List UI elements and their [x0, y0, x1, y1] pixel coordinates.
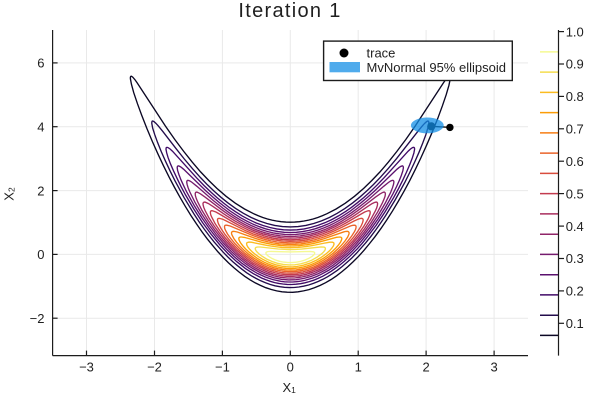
svg-text:trace: trace — [367, 45, 396, 60]
svg-text:MvNormal 95% ellipsoid: MvNormal 95% ellipsoid — [367, 60, 506, 75]
svg-text:−3: −3 — [79, 359, 94, 374]
svg-text:−2: −2 — [147, 359, 162, 374]
svg-text:−1: −1 — [215, 359, 230, 374]
svg-text:0.6: 0.6 — [566, 154, 584, 169]
svg-text:0: 0 — [37, 247, 44, 262]
svg-text:0.8: 0.8 — [566, 89, 584, 104]
svg-text:0.3: 0.3 — [566, 251, 584, 266]
svg-text:1: 1 — [355, 359, 362, 374]
svg-text:2: 2 — [37, 183, 44, 198]
svg-text:0.9: 0.9 — [566, 57, 584, 72]
svg-text:0: 0 — [287, 359, 294, 374]
svg-text:0.5: 0.5 — [566, 186, 584, 201]
svg-text:0.1: 0.1 — [566, 316, 584, 331]
svg-text:6: 6 — [37, 56, 44, 71]
svg-text:0.4: 0.4 — [566, 219, 584, 234]
svg-text:0.2: 0.2 — [566, 284, 584, 299]
svg-text:4: 4 — [37, 119, 44, 134]
svg-text:3: 3 — [490, 359, 497, 374]
svg-text:2: 2 — [422, 359, 429, 374]
svg-text:Iteration 1: Iteration 1 — [238, 0, 341, 22]
svg-text:1.0: 1.0 — [566, 24, 584, 39]
svg-text:−2: −2 — [30, 311, 45, 326]
svg-text:0.7: 0.7 — [566, 122, 584, 137]
